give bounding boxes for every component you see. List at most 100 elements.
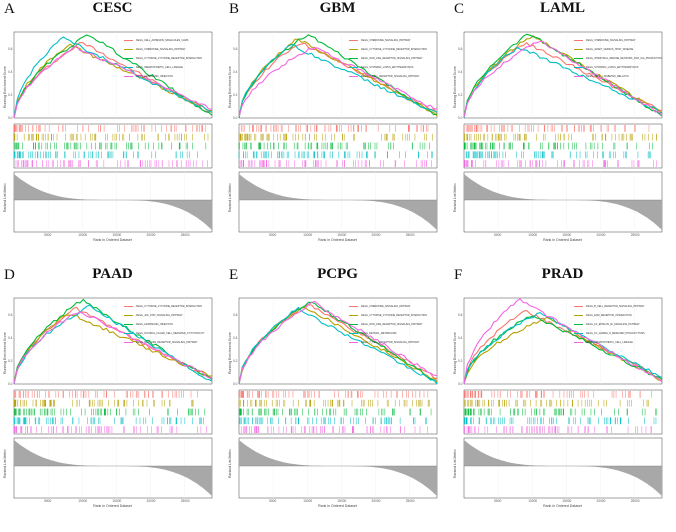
ranked-metric-area bbox=[14, 440, 212, 496]
legend: KEGG_CHEMOKINE_SIGNALING_PATHWAY KEGG_CYT… bbox=[349, 302, 427, 347]
legend-label: KEGG_HEMATOPOIETIC_CELL_LINEAGE bbox=[586, 341, 633, 344]
enrichment-frame bbox=[238, 297, 438, 385]
y-tick-label: 0.6 bbox=[233, 47, 238, 52]
legend-swatch bbox=[124, 341, 133, 344]
legend-label: KEGG_CYTOKINE_CYTOKINE_RECEPTOR_INTERACT… bbox=[136, 305, 203, 308]
x-tick-label: 15000 bbox=[112, 499, 122, 503]
legend-label: KEGG_TYPE_I_DIABETES_MELLITUS bbox=[586, 75, 629, 78]
legend-label: KEGG_T_CELL_RECEPTOR_SIGNALING_PATHWAY bbox=[361, 341, 420, 344]
x-tick-label: 10000 bbox=[303, 499, 313, 503]
legend-swatch bbox=[349, 314, 358, 317]
legend-swatch bbox=[574, 332, 583, 335]
x-tick-label: 15000 bbox=[337, 499, 347, 503]
x-tick-label: 10000 bbox=[528, 233, 538, 237]
legend: KEGG_CYTOKINE_CYTOKINE_RECEPTOR_INTERACT… bbox=[124, 302, 205, 347]
legend-entry: KEGG_CHEMOKINE_SIGNALING_PATHWAY bbox=[124, 45, 202, 54]
panel-e: E PCPG Running Enrichment Score Ranked List… bbox=[225, 266, 450, 532]
panel-title: PAAD bbox=[92, 266, 133, 282]
y-tick-label: 0.0 bbox=[8, 116, 13, 120]
legend-entry: KEGG_NATURAL_KILLER_CELL_MEDIATED_CYTOTO… bbox=[124, 329, 205, 338]
x-tick-label: 25000 bbox=[630, 233, 640, 237]
legend-label: KEGG_FC_GAMMA_R_MEDIATED_PHAGOCYTOSIS bbox=[586, 332, 645, 335]
enrichment-curve-4 bbox=[238, 306, 438, 385]
legend-swatch bbox=[349, 57, 358, 60]
legend-entry: KEGG_NOD_LIKE_RECEPTOR_SIGNALING_PATHWAY bbox=[349, 320, 427, 329]
legend-swatch bbox=[349, 48, 358, 51]
legend-label: KEGG_CYTOKINE_CYTOKINE_RECEPTOR_INTERACT… bbox=[361, 48, 428, 51]
y-axis-label: Running Enrichment Score bbox=[3, 66, 7, 108]
enrichment-frame bbox=[463, 297, 663, 385]
y-axis-label-metric: Ranked List Metric bbox=[453, 183, 457, 212]
legend-swatch bbox=[349, 66, 358, 69]
panel-title: PCPG bbox=[317, 266, 358, 282]
y-tick-label: 0.6 bbox=[233, 313, 238, 318]
panel-letter: D bbox=[4, 267, 15, 283]
y-tick-label: 0.0 bbox=[8, 382, 13, 386]
x-axis-label: Rank in Ordered Dataset bbox=[318, 238, 357, 242]
legend-swatch bbox=[574, 66, 583, 69]
enrichment-curve-5 bbox=[463, 40, 663, 118]
legend-entry: KEGG_SYSTEMIC_LUPUS_ERYTHEMATOSUS bbox=[574, 63, 662, 72]
legend-label: KEGG_JAK_STAT_SIGNALING_PATHWAY bbox=[136, 314, 183, 317]
legend-label: KEGG_INTESTINAL_IMMUNE_NETWORK_FOR_IGA_P… bbox=[586, 57, 662, 60]
legend-entry: KEGG_CYTOKINE_CYTOKINE_RECEPTOR_INTERACT… bbox=[124, 302, 205, 311]
y-tick-label: 0.2 bbox=[458, 93, 463, 98]
x-axis-label: Rank in Ordered Dataset bbox=[543, 238, 582, 242]
legend-swatch bbox=[349, 39, 358, 42]
enrichment-curve-2 bbox=[13, 314, 213, 383]
legend-swatch bbox=[124, 66, 133, 69]
legend-label: KEGG_LEISHMANIA_INFECTION bbox=[136, 323, 173, 326]
gsea-plot-svg bbox=[463, 31, 663, 233]
y-tick-label: 0.6 bbox=[458, 313, 463, 318]
x-tick-label: 20000 bbox=[596, 233, 606, 237]
x-axis-label: Rank in Ordered Dataset bbox=[543, 504, 582, 508]
enrichment-curve-5 bbox=[13, 311, 213, 384]
legend-entry: KEGG_T_CELL_RECEPTOR_SIGNALING_PATHWAY bbox=[349, 338, 427, 347]
enrichment-curve-5 bbox=[13, 45, 213, 119]
legend-swatch bbox=[349, 341, 358, 344]
gsea-plot-svg bbox=[13, 297, 213, 499]
x-axis-label: Rank in Ordered Dataset bbox=[318, 504, 357, 508]
legend-entry: KEGG_FC_EPSILON_RI_SIGNALING_PATHWAY bbox=[574, 320, 645, 329]
enrichment-curve-1 bbox=[238, 42, 438, 117]
enrichment-curve-4 bbox=[238, 43, 438, 118]
enrichment-curve-5 bbox=[238, 47, 438, 117]
legend-swatch bbox=[124, 75, 133, 78]
legend-entry: KEGG_HEMATOPOIETIC_CELL_LINEAGE bbox=[124, 63, 202, 72]
legend-entry: KEGG_FC_GAMMA_R_MEDIATED_PHAGOCYTOSIS bbox=[574, 329, 645, 338]
y-axis-label: Running Enrichment Score bbox=[453, 332, 457, 374]
legend: KEGG_CELL_ADHESION_MOLECULES_CAMS KEGG_CH… bbox=[124, 36, 202, 81]
barcode-frame bbox=[238, 389, 438, 435]
y-tick-label: 0.2 bbox=[233, 93, 238, 98]
legend-label: KEGG_FC_EPSILON_RI_SIGNALING_PATHWAY bbox=[586, 323, 640, 326]
y-tick-label: 0.6 bbox=[8, 313, 13, 318]
enrichment-frame bbox=[13, 31, 213, 119]
y-axis-label-metric: Ranked List Metric bbox=[3, 449, 7, 478]
legend-label: KEGG_NOD_LIKE_RECEPTOR_SIGNALING_PATHWAY bbox=[361, 323, 423, 326]
x-tick-label: 10000 bbox=[78, 499, 88, 503]
ranked-metric-area bbox=[239, 174, 437, 230]
legend-entry: KEGG_TYPE_I_DIABETES_MELLITUS bbox=[574, 72, 662, 81]
y-tick-label: 0.6 bbox=[458, 47, 463, 52]
legend-entry: KEGG_INTESTINAL_IMMUNE_NETWORK_FOR_IGA_P… bbox=[574, 54, 662, 63]
x-tick-label: 20000 bbox=[146, 499, 156, 503]
panel-letter: A bbox=[4, 1, 15, 17]
ranked-metric-area bbox=[239, 440, 437, 496]
y-axis-label-metric: Ranked List Metric bbox=[228, 449, 232, 478]
x-tick-label: 20000 bbox=[146, 233, 156, 237]
enrichment-curve-4 bbox=[463, 311, 663, 385]
enrichment-curve-3 bbox=[238, 34, 438, 119]
legend-label: KEGG_NOD_LIKE_RECEPTOR_SIGNALING_PATHWAY bbox=[136, 341, 198, 344]
legend-swatch bbox=[574, 48, 583, 51]
legend-entry: KEGG_CYTOKINE_CYTOKINE_RECEPTOR_INTERACT… bbox=[124, 54, 202, 63]
enrichment-curve-3 bbox=[13, 34, 213, 118]
x-tick-label: 25000 bbox=[180, 499, 190, 503]
legend-entry: KEGG_LEISHMANIA_INFECTION bbox=[124, 320, 205, 329]
x-tick-label: 5000 bbox=[269, 499, 277, 503]
legend-label: KEGG_B_CELL_RECEPTOR_SIGNALING_PATHWAY bbox=[586, 305, 645, 308]
legend-label: KEGG_CHEMOKINE_SIGNALING_PATHWAY bbox=[361, 305, 411, 308]
legend-label: KEGG_LEISHMANIA_INFECTION bbox=[136, 75, 173, 78]
legend-entry: KEGG_CHEMOKINE_SIGNALING_PATHWAY bbox=[349, 36, 427, 45]
legend-swatch bbox=[349, 305, 358, 308]
enrichment-curve-3 bbox=[238, 301, 438, 385]
